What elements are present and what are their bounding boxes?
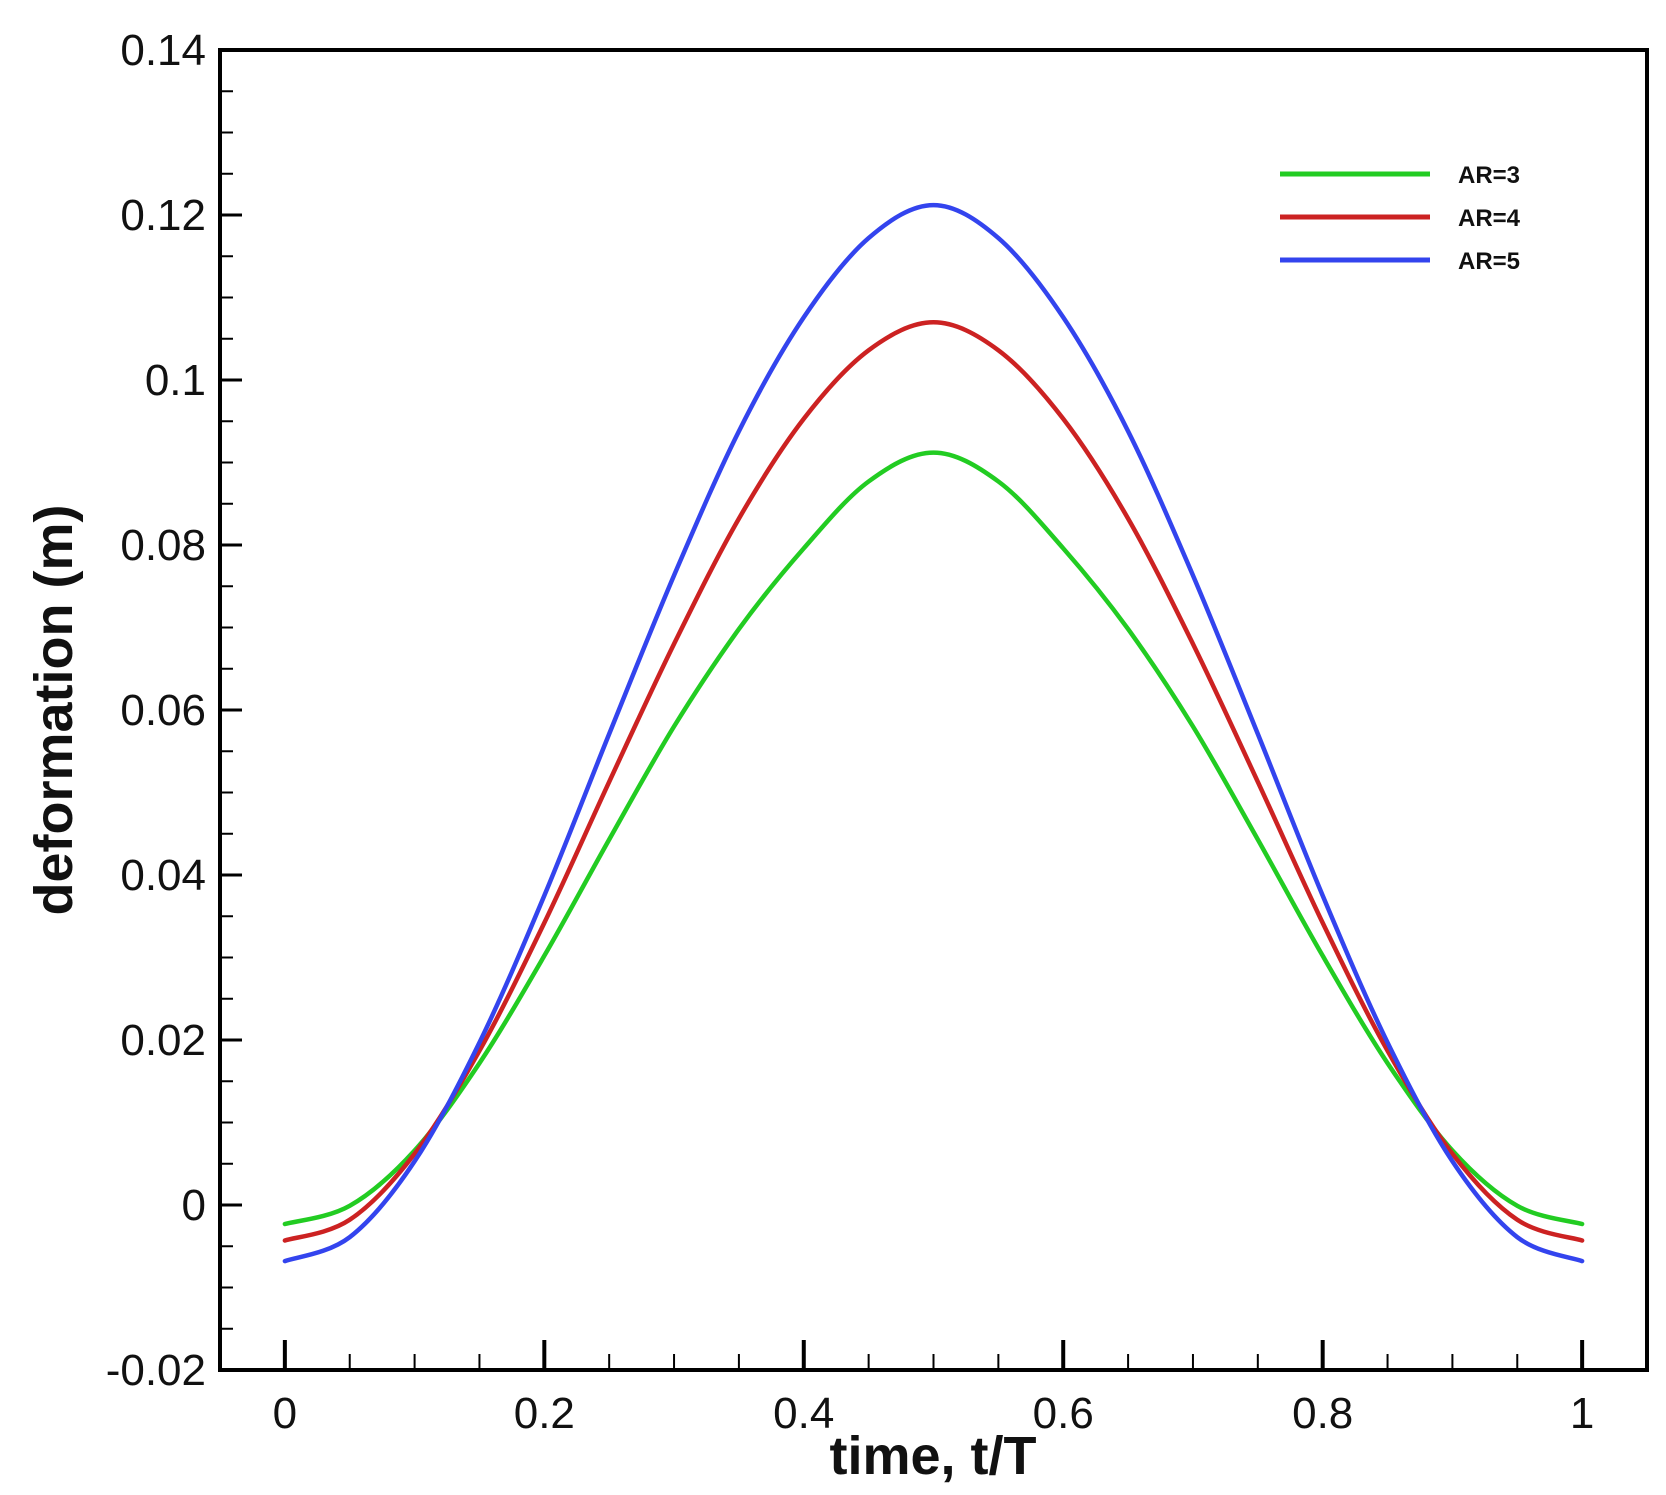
x-tick-label: 0.2 — [514, 1389, 575, 1438]
series-line-ar-5 — [282, 202, 1585, 1264]
y-tick-label: 0.02 — [120, 1016, 206, 1065]
legend-label-ar-3: AR=3 — [1458, 162, 1520, 189]
major-ticks — [220, 48, 1585, 1372]
y-tick-label: 0.08 — [120, 521, 206, 570]
x-axis-title: time, t/T — [829, 1426, 1036, 1486]
x-tick-labels: 0 0.2 0.4 0.6 0.8 1 — [273, 1389, 1595, 1438]
y-tick-label: 0.14 — [120, 26, 206, 75]
y-tick-label: 0.06 — [120, 686, 206, 735]
y-axis-title: deformation (m) — [24, 505, 84, 916]
minor-ticks — [220, 90, 1519, 1370]
y-tick-label: -0.02 — [106, 1346, 206, 1395]
x-tick-label: 0.6 — [1033, 1389, 1094, 1438]
plot-frame — [218, 48, 1649, 1372]
x-tick-label: 0.4 — [773, 1389, 834, 1438]
x-tick-label: 1 — [1570, 1389, 1594, 1438]
y-tick-labels: -0.02 0 0.02 0.04 0.06 0.08 0.1 0.12 0.14 — [106, 26, 206, 1395]
y-tick-label: 0.12 — [120, 191, 206, 240]
y-tick-label: 0.04 — [120, 851, 206, 900]
y-tick-label: 0 — [182, 1181, 206, 1230]
x-tick-label: 0 — [273, 1389, 297, 1438]
legend-label-ar-5: AR=5 — [1458, 248, 1520, 275]
y-tick-label: 0.1 — [145, 356, 206, 405]
series-line-ar-3 — [282, 450, 1585, 1227]
series-line-ar-4 — [282, 320, 1585, 1243]
legend: AR=3 AR=4 AR=5 — [1280, 162, 1521, 275]
legend-label-ar-4: AR=4 — [1458, 205, 1521, 232]
x-tick-label: 0.8 — [1292, 1389, 1353, 1438]
series-lines — [282, 202, 1585, 1264]
